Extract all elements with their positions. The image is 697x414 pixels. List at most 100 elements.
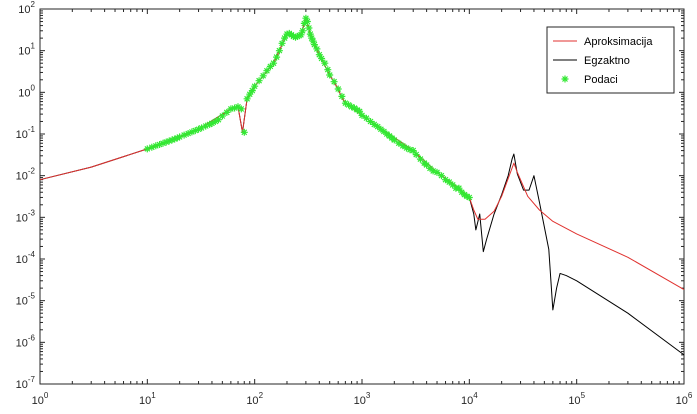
x-tick-base: 10: [139, 395, 151, 407]
data-point-podaci: [176, 133, 184, 141]
data-point-podaci: [278, 39, 286, 47]
y-tick-base: 10: [16, 212, 28, 224]
data-point-podaci: [251, 82, 259, 90]
y-tick-exponent: 2: [31, 0, 36, 9]
x-tick-exponent: 0: [44, 391, 49, 400]
data-point-podaci: [315, 51, 323, 59]
data-point-podaci: [237, 105, 245, 113]
y-tick-label: 10-7: [16, 375, 36, 391]
data-point-podaci: [358, 111, 366, 119]
x-tick-label: 100: [32, 391, 49, 407]
x-tick-exponent: 5: [581, 391, 586, 400]
data-point-podaci: [215, 116, 222, 124]
data-point-podaci: [143, 145, 151, 153]
data-point-podaci: [283, 30, 291, 38]
y-tick-base: 10: [16, 337, 28, 349]
data-point-podaci: [171, 135, 179, 143]
data-point-podaci: [208, 119, 216, 127]
data-point-podaci: [399, 142, 407, 150]
data-point-podaci: [281, 34, 289, 42]
y-tick-label: 10-2: [16, 167, 36, 183]
data-point-podaci: [165, 137, 173, 145]
x-tick-label: 102: [246, 391, 263, 407]
data-point-podaci: [458, 188, 466, 196]
data-point-podaci: [295, 32, 303, 40]
y-tick-label: 10-5: [16, 292, 36, 308]
data-point-podaci: [292, 33, 299, 41]
data-point-podaci: [234, 103, 242, 111]
data-point-podaci: [353, 106, 361, 114]
y-tick-exponent: -5: [28, 292, 36, 301]
y-tick-exponent: -7: [28, 375, 36, 384]
x-tick-exponent: 3: [366, 391, 371, 400]
data-point-podaci: [159, 139, 167, 147]
data-point-podaci: [202, 122, 210, 130]
x-tick-label: 104: [461, 391, 478, 407]
legend-label-podaci: Podaci: [584, 74, 618, 86]
y-tick-exponent: -1: [28, 125, 36, 134]
y-tick-base: 10: [16, 379, 28, 391]
data-point-podaci: [302, 14, 310, 22]
data-point-podaci: [409, 147, 417, 155]
data-point-podaci: [148, 143, 156, 151]
data-point-podaci: [270, 59, 278, 67]
x-tick-base: 10: [676, 395, 688, 407]
data-point-podaci: [255, 77, 263, 85]
y-tick-base: 10: [18, 87, 30, 99]
x-tick-exponent: 4: [473, 391, 478, 400]
data-point-podaci: [330, 78, 338, 86]
series-layer: [39, 14, 685, 356]
data-point-podaci: [367, 118, 374, 125]
y-tick-base: 10: [16, 129, 28, 141]
y-tick-base: 10: [16, 296, 28, 308]
data-point-podaci: [297, 31, 305, 39]
data-point-podaci: [218, 112, 226, 120]
y-tick-exponent: -4: [28, 250, 36, 259]
y-tick-exponent: -2: [28, 167, 36, 176]
data-point-podaci: [223, 108, 231, 116]
y-tick-base: 10: [16, 171, 28, 183]
data-point-podaci: [416, 155, 424, 163]
data-point-podaci: [310, 41, 318, 49]
data-point-podaci: [318, 55, 326, 62]
data-point-podaci: [377, 125, 385, 133]
legend: Aproksimacija Egzaktno Podaci: [546, 26, 675, 94]
data-point-podaci: [341, 99, 349, 107]
y-tick-exponent: 0: [31, 83, 36, 92]
data-point-podaci: [290, 32, 297, 40]
data-point-podaci: [227, 105, 235, 113]
data-point-podaci: [465, 194, 473, 201]
data-point-podaci: [429, 167, 437, 175]
data-point-podaci: [243, 95, 251, 103]
data-point-podaci: [334, 85, 342, 93]
x-tick-base: 10: [32, 395, 44, 407]
data-point-podaci: [423, 161, 431, 169]
data-point-podaci: [259, 72, 267, 80]
data-point-podaci: [303, 18, 311, 25]
data-point-podaci: [211, 118, 219, 125]
data-point-podaci: [460, 191, 468, 199]
y-tick-exponent: 1: [31, 42, 36, 51]
x-tick-label: 103: [354, 391, 371, 407]
data-point-podaci: [348, 103, 356, 111]
data-point-podaci: [248, 87, 256, 95]
data-point-podaci: [463, 192, 471, 200]
y-tick-base: 10: [18, 46, 30, 58]
data-point-podaci: [305, 24, 313, 32]
data-point-podaci: [338, 92, 346, 100]
data-point-podaci: [362, 114, 370, 122]
data-point-podaci: [156, 141, 164, 148]
data-point-podaci: [275, 47, 283, 55]
data-point-podaci: [240, 128, 248, 136]
x-tick-base: 10: [246, 395, 258, 407]
data-point-podaci: [406, 146, 414, 154]
data-point-podaci: [433, 168, 441, 176]
data-point-podaci: [162, 138, 170, 146]
data-point-podaci: [438, 172, 445, 180]
x-tick-exponent: 2: [259, 391, 264, 400]
x-tick-base: 10: [568, 395, 580, 407]
x-tick-exponent: 1: [151, 391, 156, 400]
x-tick-base: 10: [461, 395, 473, 407]
data-point-podaci: [246, 90, 254, 98]
